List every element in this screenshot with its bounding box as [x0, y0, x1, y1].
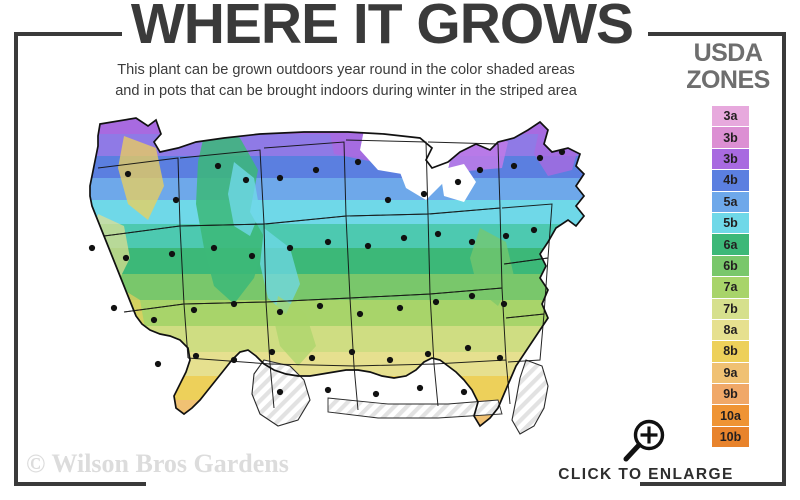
legend-cell-6b-7: 6b [712, 255, 749, 278]
usda-zones-heading: USDA ZONES [672, 40, 784, 93]
frame-segment-bottom-left [14, 482, 146, 486]
legend-cell-9b-13: 9b [712, 384, 749, 406]
subtitle: This plant can be grown outdoors year ro… [36, 60, 656, 101]
legend-cell-label: 7b [723, 301, 738, 316]
legend-cell-9a-12: 9a [712, 362, 749, 385]
subtitle-line-1: This plant can be grown outdoors year ro… [117, 62, 575, 78]
legend-cell-label: 3b [723, 130, 738, 145]
click-to-enlarge-label[interactable]: CLICK TO ENLARGE [558, 466, 734, 483]
map-zone-bands [90, 118, 584, 426]
legend-cell-label: 3b [723, 151, 738, 166]
legend-cell-8b-11: 8b [712, 341, 749, 363]
country-outline [89, 117, 586, 428]
legend-cell-10a-14: 10a [712, 405, 749, 427]
legend-cell-label: 10b [719, 430, 742, 445]
legend-cell-label: 6b [723, 258, 738, 273]
legend-cell-label: 8b [723, 344, 738, 359]
state-boundaries [97, 139, 553, 411]
legend-cell-label: 8a [723, 323, 738, 338]
legend-cell-label: 10a [720, 408, 741, 423]
legend-cell-4b-3: 4b [712, 170, 749, 192]
legend-cell-7a-8: 7a [712, 277, 749, 299]
city-markers [88, 148, 566, 398]
map-svg [88, 117, 586, 435]
legend-cell-label: 6a [723, 237, 738, 252]
frame-segment-top-right [648, 32, 786, 36]
legend-cell-5a-4: 5a [712, 191, 749, 213]
watermark: © Wilson Bros Gardens [26, 449, 289, 478]
striped-region-group [251, 359, 549, 435]
frame-segment-bottom-right [640, 482, 786, 486]
legend-cell-3b-1: 3b [712, 127, 749, 149]
legend-cell-6a-6: 6a [712, 234, 749, 256]
legend-cell-label: 4b [723, 173, 738, 188]
legend-cell-label: 7a [723, 280, 738, 295]
legend-cell-3b-2: 3b [712, 148, 749, 171]
legend-cell-label: 9a [723, 365, 738, 380]
usda-heading-line-1: USDA [693, 39, 763, 67]
zone-legend: 3a 3b 3b 4b 5a 5b 6a 6b 7a 7b 8a 8b 9a 9b 10a 10b [712, 106, 749, 449]
legend-cell-label: 5a [723, 194, 738, 209]
hardiness-zone-map[interactable] [28, 108, 668, 448]
legend-cell-7b-9: 7b [712, 298, 749, 320]
legend-cell-5b-5: 5b [712, 212, 749, 235]
magnifier-plus-icon[interactable] [620, 418, 668, 464]
page-title: WHERE IT GROWS [130, 0, 634, 56]
legend-cell-label: 5b [723, 216, 738, 231]
subtitle-line-2: and in pots that can be brought indoors … [115, 82, 577, 99]
frame-segment-right [782, 32, 786, 486]
legend-cell-label: 3a [723, 109, 738, 124]
frame-segment-left [14, 32, 18, 486]
frame-segment-top-left [14, 32, 122, 36]
legend-cell-10b-15: 10b [712, 426, 749, 449]
legend-cell-3a-0: 3a [712, 106, 749, 128]
usda-heading-line-2: ZONES [686, 65, 770, 94]
legend-cell-label: 9b [723, 387, 738, 402]
legend-cell-8a-10: 8a [712, 319, 749, 342]
